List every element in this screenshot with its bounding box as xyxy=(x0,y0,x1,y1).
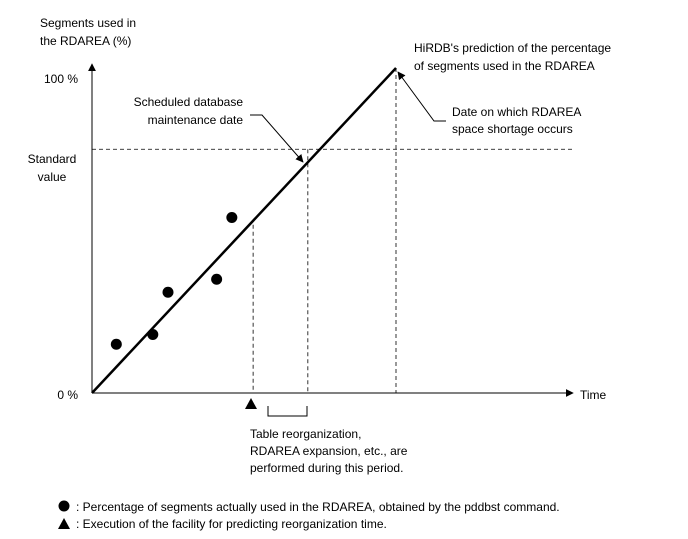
period-bracket xyxy=(267,406,308,417)
scheduled-label-line-2: maintenance date xyxy=(148,113,244,127)
measured-point-2 xyxy=(147,329,159,340)
period-label-line-1: Table reorganization, xyxy=(250,427,361,441)
prediction-line xyxy=(91,67,397,394)
period-label-line-3: performed during this period. xyxy=(250,461,403,475)
legend-circle-suffix: command. xyxy=(500,500,559,514)
legend-circle-text: : Percentage of segments actually used i… xyxy=(76,500,560,514)
measured-point-1 xyxy=(110,338,122,350)
y-axis-label-line-1: Segments used in xyxy=(40,16,136,30)
scheduled-label-line-1: Scheduled database xyxy=(134,95,244,109)
y-axis-label-line-2: the RDAREA (%) xyxy=(40,34,131,48)
legend-command-name: pddbst xyxy=(464,500,501,514)
prediction-label-line-1: HiRDB's prediction of the percentage xyxy=(414,41,611,55)
measured-point-5 xyxy=(226,212,238,223)
shortage-label-line-2: space shortage occurs xyxy=(452,122,573,136)
shortage-label-line-1: Date on which RDAREA xyxy=(452,105,581,119)
scheduled-leader-arrow xyxy=(250,114,304,163)
y-tick-100: 100 % xyxy=(44,72,78,86)
x-axis-label: Time xyxy=(580,388,607,402)
shortage-leader-arrow xyxy=(397,71,446,122)
legend-triangle-text: : Execution of the facility for predicti… xyxy=(76,517,387,531)
standard-value-label-line-1: Standard xyxy=(28,152,77,166)
y-tick-0: 0 % xyxy=(57,388,78,402)
prediction-label-line-2: of segments used in the RDAREA xyxy=(414,59,595,73)
measured-point-4 xyxy=(211,273,223,285)
measured-points xyxy=(110,212,238,350)
legend-circle-prefix: : Percentage of segments actually used i… xyxy=(76,500,464,514)
legend-triangle-icon xyxy=(58,518,70,529)
period-label-line-2: RDAREA expansion, etc., are xyxy=(250,444,408,458)
legend-circle-icon xyxy=(58,500,70,512)
measured-point-3 xyxy=(162,286,174,298)
reorganization-triangle-marker xyxy=(245,398,257,409)
standard-value-label-line-2: value xyxy=(38,170,67,184)
